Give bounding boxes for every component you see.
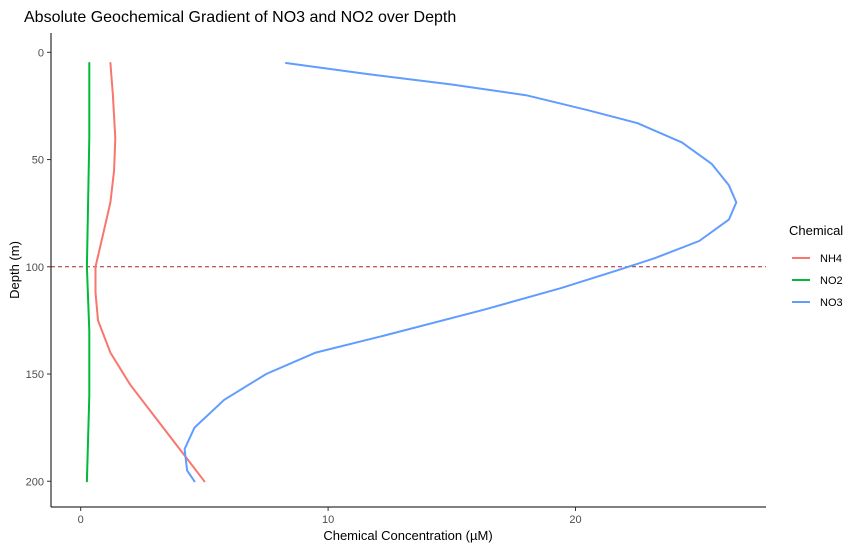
x-tick-label: 20: [569, 514, 581, 526]
legend-items: NH4 NO2 NO3: [792, 253, 843, 309]
legend-title: Chemical: [789, 223, 843, 238]
y-tick-label: 200: [26, 476, 44, 488]
series-line-no3: [183, 62, 738, 483]
y-axis-title: Depth (m): [7, 241, 22, 299]
y-tick-label: 50: [32, 155, 44, 167]
x-tick-label: 0: [78, 514, 84, 526]
legend-label-nh4: NH4: [820, 253, 842, 265]
y-ticks: 0 50 100 150 200: [26, 47, 51, 488]
legend-label-no2: NO2: [820, 275, 843, 287]
y-tick-label: 0: [38, 47, 44, 59]
y-tick-label: 150: [26, 369, 44, 381]
y-tick-label: 100: [26, 262, 44, 274]
legend: Chemical NH4 NO2 NO3: [789, 223, 843, 309]
x-tick-label: 10: [322, 514, 334, 526]
legend-label-no3: NO3: [820, 297, 843, 309]
x-axis-title: Chemical Concentration (µM): [323, 528, 492, 543]
x-ticks: 0 10 20: [78, 507, 582, 526]
chart-title: Absolute Geochemical Gradient of NO3 and…: [24, 9, 456, 26]
series-line-no2: [85, 62, 91, 483]
plot-area: [51, 62, 766, 483]
series-line-nh4: [94, 62, 206, 483]
